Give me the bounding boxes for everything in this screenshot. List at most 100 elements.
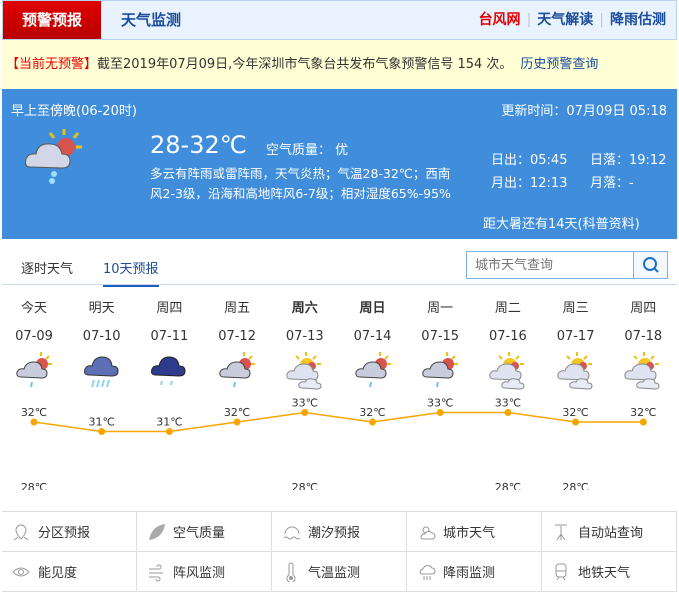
service-leaf[interactable]: 空气质量 [137, 512, 272, 552]
sun-cloud-icon [420, 526, 436, 539]
sun-clouds-icon [286, 352, 322, 390]
day-name: 周五 [224, 301, 251, 316]
tab-10-day[interactable]: 10天预报 [103, 258, 159, 287]
service-label: 城市天气 [443, 526, 496, 541]
search-icon [643, 257, 659, 273]
service-grid: 分区预报 空气质量 潮汐预报 城市天气 自动站查询能见度 阵风监测 气温监测 降雨监测 地铁天气 [2, 511, 677, 592]
day-name: 周六 [291, 301, 318, 316]
divider: | [599, 12, 604, 28]
link-rain-estimate[interactable]: 降雨估测 [610, 12, 666, 28]
warning-status: 【当前无预警】 [6, 57, 98, 72]
day-name: 今天 [20, 301, 47, 316]
temp-range: 28-32℃ [150, 131, 247, 159]
cloudy-sun-rain-icon [25, 129, 82, 184]
sun-clouds-icon [489, 352, 525, 390]
service-label: 潮汐预报 [308, 526, 361, 541]
high-temp-point [436, 409, 444, 416]
high-temp-line [33, 411, 644, 433]
eye-icon [12, 567, 30, 576]
high-temp-point [504, 409, 512, 416]
warning-text: 截至2019年07月09日,今年深圳市气象台共发布气象预警信号 154 次。 [97, 57, 513, 72]
service-tide[interactable]: 潮汐预报 [272, 512, 407, 552]
day-name: 周一 [427, 301, 454, 316]
forecast-day: 周五 07-12 [207, 297, 267, 395]
service-train[interactable]: 地铁天气 [542, 552, 677, 592]
low-temp-label: 28℃ [562, 481, 588, 490]
high-temp-label: 31℃ [156, 416, 182, 429]
high-temp-point [572, 418, 580, 426]
high-temp-label: 33℃ [292, 397, 318, 410]
service-label: 降雨监测 [443, 566, 496, 581]
top-nav: 预警预报 天气监测 台风网 | 天气解读 | 降雨估测 [2, 0, 677, 40]
service-thermometer[interactable]: 气温监测 [272, 552, 407, 592]
day-date: 07-11 [150, 329, 189, 344]
high-temp-label: 32℃ [224, 406, 250, 419]
service-label: 能见度 [38, 566, 78, 581]
service-map-pin[interactable]: 分区预报 [2, 512, 137, 552]
high-temp-label: 32℃ [21, 406, 47, 419]
low-temp-label: 28℃ [292, 481, 318, 490]
link-typhoon[interactable]: 台风网 [478, 12, 521, 28]
service-wind[interactable]: 阵风监测 [137, 552, 272, 592]
dark-rain-icon [151, 356, 186, 386]
high-temp-label: 32℃ [359, 406, 385, 419]
tab-warning-forecast[interactable]: 预警预报 [3, 1, 101, 39]
moonrise: 月出：12:13 [491, 176, 568, 191]
tab-hourly[interactable]: 逐时天气 [21, 262, 74, 277]
thermometer-icon [286, 562, 296, 582]
forecast-desc-2: 风2-3级，沿海和高地阵风6-7级；相对湿度65%-95% [150, 186, 451, 201]
service-label: 空气质量 [173, 526, 226, 541]
high-temp-label: 32℃ [562, 406, 588, 419]
service-rain-cloud[interactable]: 降雨监测 [407, 552, 542, 592]
tab-weather-monitoring[interactable]: 天气监测 [121, 11, 182, 29]
day-name: 周二 [494, 301, 521, 316]
forecast-day: 周一 07-15 [410, 297, 470, 395]
train-icon [555, 563, 567, 580]
day-date: 07-12 [218, 329, 256, 344]
forecast-day: 周四 07-11 [139, 297, 199, 395]
high-temp-point [165, 428, 173, 435]
service-label: 自动站查询 [578, 526, 644, 541]
service-label: 地铁天气 [578, 566, 631, 581]
service-eye[interactable]: 能见度 [2, 552, 137, 592]
solar-term-countdown[interactable]: 距大暑还有14天(科普资料) [483, 217, 640, 232]
forecast-day: 周日 07-14 [343, 297, 403, 395]
forecast-day: 周二 07-16 [478, 297, 538, 395]
forecast-day: 今天 07-09 [4, 297, 64, 395]
tide-icon [283, 526, 301, 539]
high-temp-point [30, 418, 38, 426]
forecast-day: 周三 07-17 [546, 297, 606, 395]
city-search [466, 251, 668, 279]
heavy-rain-icon [83, 356, 119, 388]
day-name: 周三 [562, 301, 589, 316]
high-temp-point [98, 428, 106, 435]
forecast-day: 周六 07-13 [275, 297, 335, 395]
forecast-tabs: 逐时天气 10天预报 [2, 240, 677, 287]
wind-icon [149, 564, 163, 581]
search-button[interactable] [633, 252, 667, 278]
high-temp-label: 33℃ [427, 397, 453, 410]
temperature-chart: 32℃31℃31℃32℃33℃32℃33℃33℃32℃32℃28℃27℃26℃2… [21, 397, 657, 491]
weather-station-icon [555, 524, 567, 540]
forecast-day: 明天 07-10 [72, 297, 132, 395]
high-temp-point [301, 409, 309, 416]
city-search-input[interactable] [467, 252, 633, 278]
sun-clouds-icon [556, 352, 593, 390]
service-label: 阵风监测 [173, 566, 226, 581]
history-warning-link[interactable]: 历史预警查询 [520, 57, 599, 72]
day-date: 07-16 [489, 329, 527, 344]
warning-bar: 【当前无预警】截至2019年07月09日,今年深圳市气象台共发布气象预警信号 1… [2, 40, 677, 89]
high-temp-label: 32℃ [630, 406, 656, 419]
service-weather-station[interactable]: 自动站查询 [542, 512, 677, 552]
day-date: 07-15 [421, 329, 460, 344]
sunset: 日落：19:12 [590, 153, 667, 168]
day-name: 周四 [630, 301, 657, 316]
top-links: 台风网 | 天气解读 | 降雨估测 [479, 1, 666, 39]
sun-clouds-icon [624, 352, 660, 390]
service-sun-cloud[interactable]: 城市天气 [407, 512, 542, 552]
update-time: 更新时间：07月09日 05:18 [501, 104, 667, 119]
link-weather-analysis[interactable]: 天气解读 [537, 12, 594, 28]
divider: | [526, 12, 532, 28]
cloudy-sun-rain-icon [16, 352, 52, 388]
map-pin-icon [13, 523, 29, 540]
